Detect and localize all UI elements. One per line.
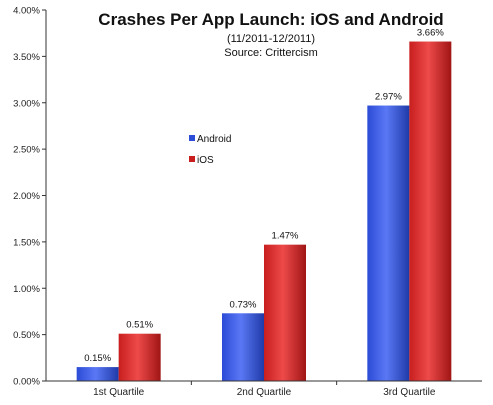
chart-title: Crashes Per App Launch: iOS and Android [98,10,443,29]
y-tick-label: 0.00% [13,377,40,388]
bar-android-1 [76,367,119,381]
y-axis: 0.00% 0.50% 1.00% 1.50% 2.00% 2.50% 3.00% 3.50%… [13,6,47,388]
x-tick-label: 3rd Quartile [383,387,436,398]
data-label-android-3: 2.97% [375,92,402,103]
y-tick-label: 3.00% [13,98,40,109]
data-label-android-1: 0.15% [84,353,111,364]
bars [76,41,452,381]
chart-subtitle-dates: (11/2011-12/2011) [227,33,315,45]
data-label-ios-2: 1.47% [272,231,299,242]
legend-label-android: Android [197,134,231,145]
data-labels: 0.15% 0.51% 0.73% 1.47% 2.97% 3.66% [84,28,444,365]
bar-ios-3 [409,41,452,381]
x-axis: 1st Quartile 2nd Quartile 3rd Quartile [46,380,482,398]
x-tick-label: 1st Quartile [93,387,145,398]
legend-swatch-ios [189,156,195,162]
legend-swatch-android [189,135,195,141]
x-tick-label: 2nd Quartile [237,387,292,398]
y-tick-label: 4.00% [13,6,40,17]
y-tick-label: 3.50% [13,52,40,63]
bar-android-3 [367,105,410,381]
data-label-android-2: 0.73% [230,299,257,310]
y-tick-label: 1.00% [13,284,40,295]
legend: Android iOS [189,134,231,166]
y-tick-label: 1.50% [13,237,40,248]
bar-ios-1 [118,333,161,381]
legend-label-ios: iOS [197,155,214,166]
data-label-ios-3: 3.66% [417,28,444,39]
data-label-ios-1: 0.51% [126,320,153,331]
chart-subtitle-source: Source: Crittercism [224,47,318,59]
y-tick-label: 2.00% [13,191,40,202]
bar-ios-2 [264,244,306,381]
y-tick-label: 2.50% [13,145,40,156]
y-tick-label: 0.50% [13,330,40,341]
bar-android-2 [222,313,264,381]
